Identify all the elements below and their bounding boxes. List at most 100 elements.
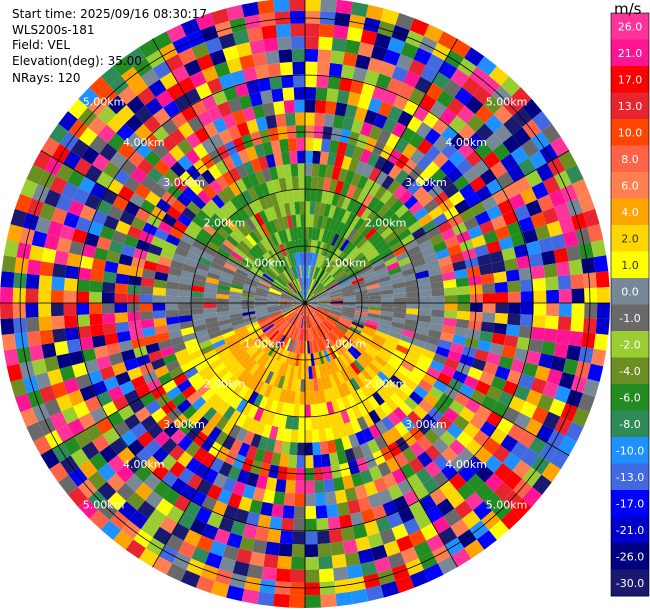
velocity-gate [486, 240, 502, 254]
velocity-gate [303, 303, 305, 316]
velocity-gate [127, 293, 140, 303]
velocity-gate [418, 239, 433, 252]
velocity-gate [239, 334, 252, 345]
velocity-gate [311, 313, 320, 325]
velocity-gate [73, 430, 92, 449]
velocity-gate [420, 523, 439, 541]
velocity-gate [217, 101, 233, 118]
velocity-gate [463, 167, 480, 184]
velocity-gate [456, 431, 473, 448]
colorbar-tick-label: -26.0 [616, 550, 644, 563]
velocity-gate [311, 281, 320, 293]
velocity-gate [344, 487, 358, 502]
velocity-gate [421, 177, 438, 193]
velocity-gate [441, 324, 456, 335]
velocity-gate [184, 257, 199, 268]
velocity-gate [339, 318, 352, 327]
velocity-gate [235, 243, 249, 255]
velocity-gate [145, 490, 164, 509]
velocity-gate [358, 261, 371, 272]
velocity-gate [388, 164, 403, 180]
velocity-gate [210, 581, 230, 598]
velocity-gate [299, 188, 305, 202]
velocity-gate [10, 378, 27, 398]
velocity-gate [324, 259, 333, 271]
velocity-gate [294, 279, 301, 292]
velocity-gate [432, 353, 448, 365]
velocity-gate [298, 315, 303, 328]
velocity-gate [186, 30, 205, 48]
velocity-gate [476, 340, 492, 353]
velocity-gate [224, 218, 237, 232]
velocity-gate [430, 316, 444, 325]
velocity-gate [178, 540, 197, 559]
azimuth-spoke [152, 38, 306, 304]
velocity-gate [301, 290, 305, 303]
velocity-gate [155, 198, 172, 213]
velocity-gate [265, 541, 280, 556]
velocity-gate [501, 345, 517, 359]
velocity-gate [192, 279, 206, 288]
velocity-gate [224, 140, 238, 156]
velocity-gate [415, 467, 432, 485]
velocity-gate [285, 228, 292, 242]
velocity-gate [262, 450, 274, 465]
velocity-gate [177, 239, 192, 252]
velocity-gate [257, 352, 268, 365]
velocity-gate [377, 275, 391, 284]
velocity-gate [288, 283, 297, 294]
velocity-gate [489, 342, 504, 356]
colorbar-tick-label: 1.0 [621, 259, 639, 272]
velocity-gate [286, 254, 294, 268]
velocity-gate [128, 320, 142, 331]
velocity-gate [454, 500, 473, 519]
velocity-gate [390, 218, 404, 231]
velocity-gate [160, 248, 175, 260]
velocity-gate [186, 558, 205, 576]
velocity-gate [427, 184, 444, 199]
velocity-gate [311, 252, 316, 266]
velocity-gate [522, 486, 542, 508]
velocity-gate [336, 370, 346, 385]
velocity-gate [241, 372, 253, 386]
velocity-gate [360, 469, 374, 485]
velocity-gate [49, 462, 69, 483]
velocity-gate [518, 430, 537, 449]
velocity-gate [259, 12, 276, 27]
velocity-gate [146, 378, 162, 392]
velocity-gate [332, 386, 342, 400]
velocity-gate [501, 247, 517, 261]
velocity-gate [279, 138, 290, 153]
velocity-gate [450, 251, 465, 264]
velocity-gate [44, 233, 60, 251]
velocity-gate [401, 416, 416, 432]
velocity-gate [106, 342, 121, 356]
velocity-gate [316, 338, 324, 352]
velocity-gate [166, 322, 181, 333]
velocity-gate [313, 125, 324, 139]
velocity-gate [161, 437, 178, 455]
colorbar-segment [611, 198, 649, 226]
velocity-gate [399, 334, 414, 344]
velocity-gate [441, 463, 459, 481]
velocity-gate [528, 252, 544, 268]
velocity-gate [332, 206, 342, 220]
velocity-gate [220, 204, 233, 218]
velocity-gate [128, 275, 142, 286]
velocity-gate [278, 49, 293, 63]
velocity-gate [312, 266, 319, 280]
velocity-gate [305, 303, 310, 316]
velocity-gate [459, 183, 476, 200]
velocity-gate [507, 423, 526, 442]
velocity-gate [166, 386, 182, 401]
velocity-gate [536, 424, 555, 443]
velocity-gate [172, 36, 192, 54]
velocity-gate [315, 268, 323, 281]
velocity-gate [351, 186, 363, 202]
velocity-gate [441, 142, 458, 160]
velocity-gate [526, 350, 542, 366]
velocity-gate [449, 473, 467, 491]
velocity-gate [365, 319, 379, 327]
velocity-gate [444, 49, 465, 69]
velocity-gate [81, 146, 100, 165]
